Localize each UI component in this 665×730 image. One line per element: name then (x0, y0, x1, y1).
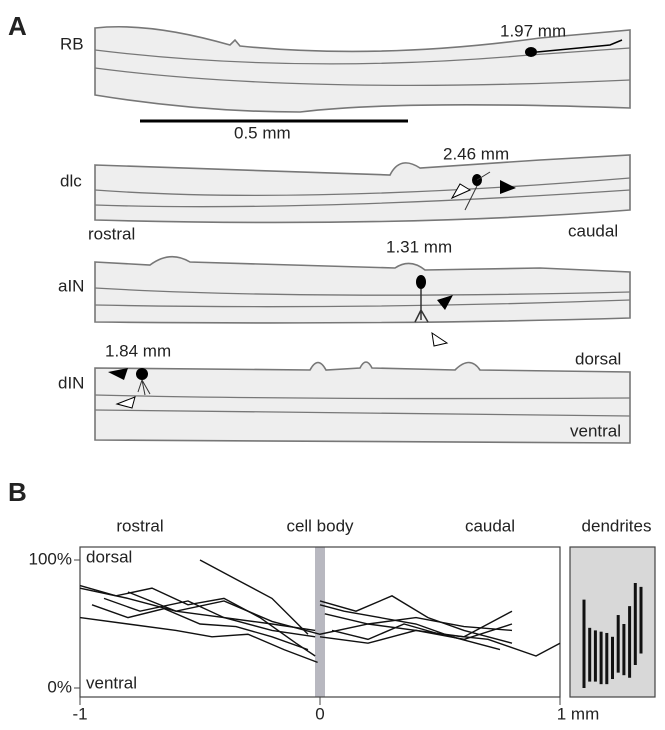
trace (103, 597, 316, 632)
arrowhead (500, 180, 516, 194)
distance: 1.84 mm (105, 341, 171, 360)
scale-label: 0.5 mm (234, 123, 291, 142)
direction: ventral (570, 421, 621, 440)
arrowhead (450, 183, 472, 200)
trace (199, 559, 309, 635)
position-label: ventral (86, 673, 137, 692)
trace (331, 623, 561, 657)
trace (324, 613, 513, 632)
region-label: rostral (116, 516, 163, 535)
distance: 1.97 mm (500, 21, 566, 40)
neuron (416, 275, 426, 289)
cell-body-band (315, 547, 325, 697)
trace (319, 595, 513, 644)
distance: 2.46 mm (443, 144, 509, 163)
neuron-name: RB (60, 34, 84, 53)
arrowhead (437, 295, 453, 310)
spinal-cord (94, 26, 631, 113)
neuron-name: dlc (60, 171, 82, 190)
position-label: dorsal (86, 547, 132, 566)
y-tick-label: 0% (47, 677, 72, 696)
y-tick-label: 100% (29, 549, 72, 568)
neuron-name: dIN (58, 373, 84, 392)
dendrite (414, 289, 429, 323)
cord-line (94, 394, 631, 417)
spinal-cord (94, 255, 631, 324)
arrowhead (431, 331, 449, 347)
x-tick-label: 1 mm (557, 704, 600, 723)
region-label: caudal (465, 516, 515, 535)
neuron-name: aIN (58, 276, 84, 295)
trace (319, 623, 513, 644)
trace (79, 616, 318, 664)
panel-label: B (8, 477, 27, 507)
cord-line (94, 287, 631, 308)
spinal-cord (94, 154, 631, 224)
neuron (136, 368, 148, 380)
neuron (525, 47, 537, 57)
trace (91, 604, 309, 651)
x-tick-label: -1 (72, 704, 87, 723)
cord-line (94, 177, 631, 208)
arrowhead (115, 396, 136, 409)
distance: 1.31 mm (386, 237, 452, 256)
trace (79, 584, 316, 657)
cord-line (94, 47, 631, 86)
axon (536, 39, 623, 53)
x-tick-label: 0 (315, 704, 324, 723)
panel-label: A (8, 11, 27, 41)
dendrite (137, 379, 151, 396)
spinal-cord (94, 361, 631, 444)
arrowhead (108, 368, 128, 380)
direction: rostral (88, 224, 135, 243)
dendrite-title: dendrites (582, 516, 652, 535)
direction: dorsal (575, 349, 621, 368)
direction: caudal (568, 221, 618, 240)
region-label: cell body (286, 516, 354, 535)
dendrite (464, 171, 491, 211)
